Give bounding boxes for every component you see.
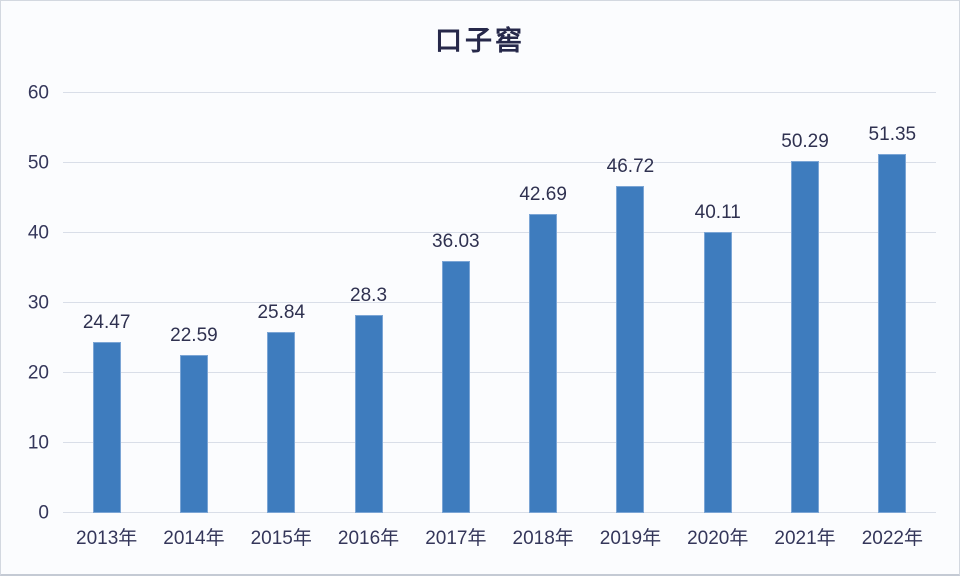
y-tick-label: 0 [38, 502, 49, 524]
y-tick-label: 60 [27, 82, 49, 104]
bar-value-label: 46.72 [606, 155, 655, 177]
bar [878, 153, 907, 513]
bar [92, 341, 121, 513]
gridline [63, 162, 936, 163]
bar-value-label: 50.29 [781, 130, 829, 152]
bar [791, 160, 820, 513]
x-tick-label: 2015年 [250, 528, 312, 549]
bar-slot: 50.29 [761, 93, 848, 513]
gridline [63, 232, 936, 234]
y-tick-label: 20 [27, 362, 49, 384]
bar [529, 214, 558, 513]
x-tick-label: 2014年 [163, 528, 225, 549]
y-tick-label: 30 [27, 292, 49, 314]
bar-value-label: 36.03 [432, 230, 480, 252]
y-tick-label: 50 [27, 152, 49, 174]
bar [267, 332, 296, 513]
bar-value-label: 28.3 [350, 284, 388, 306]
bar-slot: 24.47 [63, 93, 150, 513]
bar-value-label: 51.35 [868, 123, 917, 145]
gridline [63, 512, 936, 513]
bar-slot: 36.03 [412, 93, 499, 513]
bar [179, 354, 208, 513]
x-axis-labels: 2013年 2014年 2015年 2016年 2017年 2018年 2019年 2020年… [63, 523, 936, 553]
x-tick-label: 2020年 [687, 528, 749, 549]
gridline [63, 372, 936, 374]
bar-slot: 25.84 [238, 93, 325, 513]
gridline [63, 92, 936, 93]
bar-slot: 40.11 [674, 93, 761, 513]
bar [354, 314, 383, 513]
bar-value-label: 42.69 [519, 184, 567, 206]
x-tick-label: 2022年 [861, 528, 923, 549]
x-tick-label: 2013年 [76, 528, 138, 549]
gridline [63, 442, 936, 444]
bar [616, 185, 645, 513]
bar [441, 260, 470, 513]
bar-value-label: 25.84 [257, 302, 306, 324]
chart-title: 口子窖 [435, 26, 525, 56]
y-tick-label: 10 [27, 432, 49, 454]
x-tick-label: 2017年 [425, 528, 487, 549]
plot-area: 0 10 20 30 40 50 60 24.47 22.59 25.84 28.3 36.03 42… [28, 84, 936, 523]
y-tick-label: 40 [27, 222, 49, 244]
bar-slot: 22.59 [150, 93, 237, 513]
bar-value-label: 24.47 [82, 311, 131, 333]
bar [703, 232, 732, 513]
bar-slot: 51.35 [849, 93, 936, 513]
bar-slot: 46.72 [587, 93, 674, 513]
x-tick-label: 2019年 [599, 528, 662, 549]
bar-slot: 28.3 [325, 93, 412, 513]
x-tick-label: 2016年 [337, 528, 400, 549]
bar-slot: 42.69 [500, 93, 587, 513]
x-tick-label: 2021年 [774, 528, 836, 549]
bar-value-label: 40.11 [694, 202, 741, 224]
bar-value-label: 22.59 [170, 324, 218, 346]
gridline [63, 302, 936, 303]
x-tick-label: 2018年 [512, 528, 574, 549]
